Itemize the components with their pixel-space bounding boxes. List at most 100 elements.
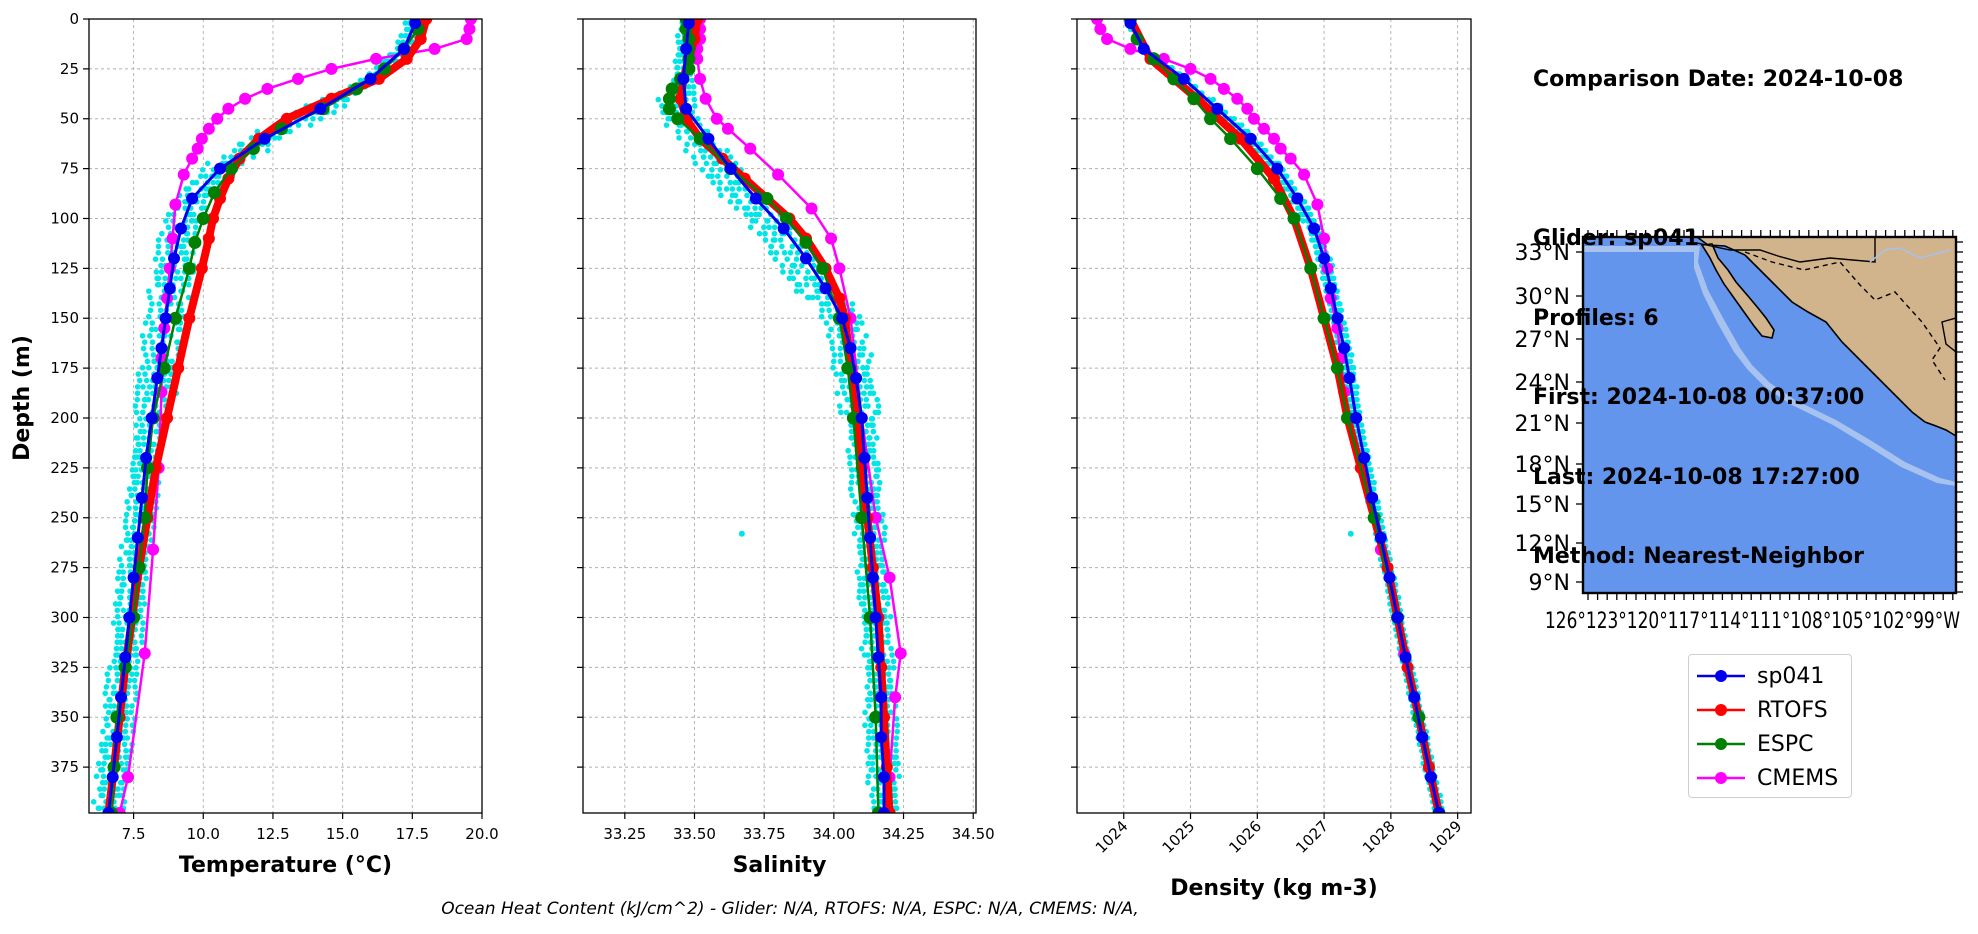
series-point-sp041 (875, 691, 888, 704)
glider-outlier-point (738, 530, 745, 537)
glider-profile-point (161, 396, 168, 403)
glider-profile-point (887, 613, 894, 620)
glider-profile-point (689, 77, 696, 84)
series-point-sp041 (1244, 132, 1257, 145)
y-tick-label: 275 (50, 559, 79, 577)
glider-profile-point (123, 747, 129, 754)
comparison-info: Comparison Date: 2024-10-08 Glider: sp04… (1533, 14, 1903, 597)
glider-profile-point (882, 588, 889, 594)
glider-profile-point (771, 224, 778, 231)
series-point-cmems (1204, 72, 1217, 85)
glider-profile-point (157, 307, 164, 314)
glider-profile-point (120, 575, 127, 582)
y-tick-label: 225 (50, 459, 79, 477)
glider-profile-point (165, 211, 172, 218)
glider-profile-point (116, 569, 122, 575)
glider-profile-point (1330, 275, 1337, 282)
glider-profile-point (99, 767, 106, 773)
glider-profile-point (1360, 428, 1366, 435)
glider-profile-point (895, 760, 901, 767)
legend-label-rtofs: RTOFS (1757, 697, 1828, 723)
glider-profile-point (803, 275, 809, 282)
glider-profile-point (1288, 179, 1294, 186)
glider-profile-point (793, 256, 800, 262)
glider-profile-point (867, 690, 873, 697)
glider-profile-point (848, 479, 855, 486)
glider-profile-point (881, 607, 888, 614)
glider-profile-point (866, 441, 872, 448)
glider-profile-point (141, 403, 148, 409)
glider-profile-point (221, 154, 227, 160)
glider-profile-point (95, 805, 102, 812)
legend-swatch-rtofs (1697, 704, 1745, 716)
x-tick-label: 33.75 (743, 825, 786, 843)
series-point-espc (693, 132, 707, 146)
panel-frame (1076, 18, 1472, 814)
glider-profile-point (848, 428, 855, 435)
glider-profile-point (398, 32, 404, 39)
glider-profile-point (147, 333, 153, 339)
glider-profile-point (98, 741, 105, 748)
glider-profile-point (95, 760, 102, 767)
glider-profile-point (861, 588, 867, 594)
series-point-espc (1287, 211, 1301, 225)
glider-profile-point (811, 275, 818, 282)
glider-profile-point (786, 275, 793, 282)
y-tick-label: 200 (50, 409, 79, 427)
depth-axis-label: Depth (m) (10, 335, 35, 461)
series-point-espc (662, 92, 676, 106)
glider-profile-point (141, 339, 148, 345)
glider-profile-point (867, 377, 873, 384)
series-point-sp041 (819, 282, 832, 295)
glider-profile-point (736, 198, 743, 205)
glider-profile-point (186, 281, 192, 288)
glider-profile-point (839, 384, 846, 390)
glider-profile-point (307, 122, 314, 128)
glider-profile-point (864, 364, 870, 371)
series-point-cmems (805, 202, 818, 215)
glider-profile-point (874, 396, 881, 403)
glider-profile-point (105, 754, 111, 760)
series-point-cmems (833, 262, 846, 275)
glider-profile-point (893, 767, 899, 773)
map-lat-label: 9°N (1529, 571, 1570, 596)
glider-profile-point (114, 588, 121, 594)
map-lat-label: 12°N (1515, 532, 1570, 557)
glider-profile-point (111, 658, 118, 665)
glider-profile-point (884, 639, 891, 646)
glider-profile-point (136, 377, 143, 384)
glider-profile-point (879, 556, 885, 563)
glider-profile-point (203, 192, 210, 199)
glider-profile-point (120, 607, 127, 614)
glider-profile-point (690, 154, 697, 160)
glider-profile-point (870, 441, 876, 448)
glider-profile-point (134, 396, 141, 403)
glider-profile-point (863, 333, 869, 339)
glider-profile-point (856, 313, 863, 320)
glider-profile-point (847, 460, 853, 467)
map-lat-label: 15°N (1515, 493, 1570, 518)
glider-profile-point (862, 403, 868, 409)
glider-profile-point (830, 358, 837, 365)
series-point-espc (1224, 132, 1238, 146)
glider-profile-point (102, 747, 109, 754)
glider-profile-point (190, 211, 197, 218)
glider-profile-point (762, 230, 768, 237)
glider-profile-point (880, 511, 886, 518)
series-point-cmems (710, 112, 723, 125)
series-point-sp041 (115, 691, 128, 704)
glider-profile-point (140, 384, 146, 390)
glider-profile-point (857, 537, 863, 543)
series-point-sp041 (1350, 411, 1363, 424)
glider-profile-point (856, 345, 863, 352)
series-point-sp041 (214, 162, 226, 175)
glider-profile-point (852, 498, 858, 505)
glider-profile-point (870, 786, 877, 792)
glider-profile-point (250, 154, 257, 160)
glider-profile-point (850, 511, 857, 518)
glider-profile-point (119, 581, 125, 588)
glider-profile-point (744, 192, 750, 199)
glider-profile-point (180, 243, 187, 250)
glider-profile-point (143, 575, 149, 582)
map-frame (1581, 235, 1958, 595)
